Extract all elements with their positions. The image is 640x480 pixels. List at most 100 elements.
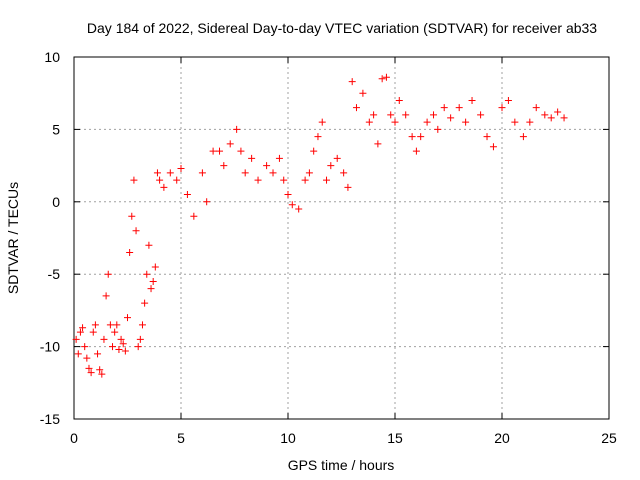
data-point bbox=[408, 133, 416, 141]
data-point bbox=[136, 335, 144, 343]
data-point bbox=[145, 241, 153, 249]
data-point bbox=[365, 118, 373, 126]
data-point bbox=[85, 364, 93, 372]
x-tick-label: 25 bbox=[601, 430, 617, 446]
data-point bbox=[198, 169, 206, 177]
data-point bbox=[387, 111, 395, 119]
data-point bbox=[554, 108, 562, 116]
data-point bbox=[216, 147, 224, 155]
data-point bbox=[468, 96, 476, 104]
x-tick-label: 5 bbox=[177, 430, 185, 446]
data-point bbox=[130, 176, 138, 184]
data-point bbox=[83, 354, 91, 362]
y-tick-label: 5 bbox=[52, 121, 60, 137]
data-point bbox=[241, 169, 249, 177]
data-point bbox=[526, 118, 534, 126]
data-point bbox=[284, 191, 292, 199]
grid-lines bbox=[74, 57, 609, 419]
data-point bbox=[440, 104, 448, 112]
data-point bbox=[348, 78, 356, 86]
data-point bbox=[423, 118, 431, 126]
data-point bbox=[134, 343, 142, 351]
data-point bbox=[96, 366, 104, 374]
data-point bbox=[333, 154, 341, 162]
data-point bbox=[462, 118, 470, 126]
data-point bbox=[74, 350, 82, 358]
data-point bbox=[156, 176, 164, 184]
data-point bbox=[94, 350, 102, 358]
data-point bbox=[254, 176, 262, 184]
data-points bbox=[72, 73, 568, 378]
data-point bbox=[220, 162, 228, 170]
data-point bbox=[378, 75, 386, 83]
data-point bbox=[402, 111, 410, 119]
data-point bbox=[370, 111, 378, 119]
data-point bbox=[295, 205, 303, 213]
data-point bbox=[190, 212, 198, 220]
x-tick-label: 0 bbox=[70, 430, 78, 446]
data-point bbox=[102, 292, 110, 300]
data-point bbox=[275, 154, 283, 162]
y-tick-labels: -15 -10 -5 0 5 10 bbox=[40, 49, 60, 427]
data-point bbox=[183, 191, 191, 199]
data-point bbox=[98, 370, 106, 378]
data-point bbox=[160, 183, 168, 191]
data-point bbox=[128, 212, 136, 220]
data-point bbox=[81, 343, 89, 351]
data-point bbox=[314, 133, 322, 141]
data-point bbox=[177, 164, 185, 172]
data-point bbox=[76, 328, 84, 336]
data-point bbox=[149, 277, 157, 285]
data-point bbox=[327, 162, 335, 170]
data-point bbox=[412, 147, 420, 155]
data-point bbox=[269, 169, 277, 177]
data-point bbox=[233, 125, 241, 133]
data-point bbox=[109, 343, 117, 351]
data-point bbox=[248, 154, 256, 162]
data-point bbox=[434, 125, 442, 133]
data-point bbox=[547, 114, 555, 122]
data-point bbox=[138, 321, 146, 329]
y-tick-label: 0 bbox=[52, 194, 60, 210]
data-point bbox=[504, 96, 512, 104]
data-point bbox=[143, 270, 151, 278]
data-point bbox=[352, 104, 360, 112]
data-point bbox=[477, 111, 485, 119]
data-point bbox=[203, 198, 211, 206]
data-point bbox=[455, 104, 463, 112]
data-point bbox=[153, 169, 161, 177]
data-point bbox=[237, 147, 245, 155]
data-point bbox=[126, 248, 134, 256]
data-point bbox=[310, 147, 318, 155]
data-point bbox=[560, 114, 568, 122]
data-point bbox=[382, 73, 390, 81]
axis-ticks bbox=[73, 56, 610, 420]
data-point bbox=[344, 183, 352, 191]
x-tick-label: 10 bbox=[280, 430, 296, 446]
data-point bbox=[91, 321, 99, 329]
data-point bbox=[417, 133, 425, 141]
data-point bbox=[106, 321, 114, 329]
data-point bbox=[209, 147, 217, 155]
data-point bbox=[305, 169, 313, 177]
data-point bbox=[541, 111, 549, 119]
data-point bbox=[147, 285, 155, 293]
data-point bbox=[263, 162, 271, 170]
data-point bbox=[323, 176, 331, 184]
y-tick-label: -5 bbox=[48, 266, 61, 282]
data-point bbox=[430, 111, 438, 119]
y-axis-label: SDTVAR / TECUs bbox=[5, 182, 21, 294]
data-point bbox=[89, 328, 97, 336]
data-point bbox=[519, 133, 527, 141]
data-point bbox=[87, 369, 95, 377]
data-point bbox=[280, 176, 288, 184]
data-point bbox=[141, 299, 149, 307]
data-point bbox=[115, 345, 123, 353]
data-point bbox=[391, 118, 399, 126]
data-point bbox=[173, 176, 181, 184]
data-point bbox=[498, 104, 506, 112]
y-tick-label: -10 bbox=[40, 339, 60, 355]
data-point bbox=[72, 335, 80, 343]
x-tick-labels: 0 5 10 15 20 25 bbox=[70, 430, 617, 446]
